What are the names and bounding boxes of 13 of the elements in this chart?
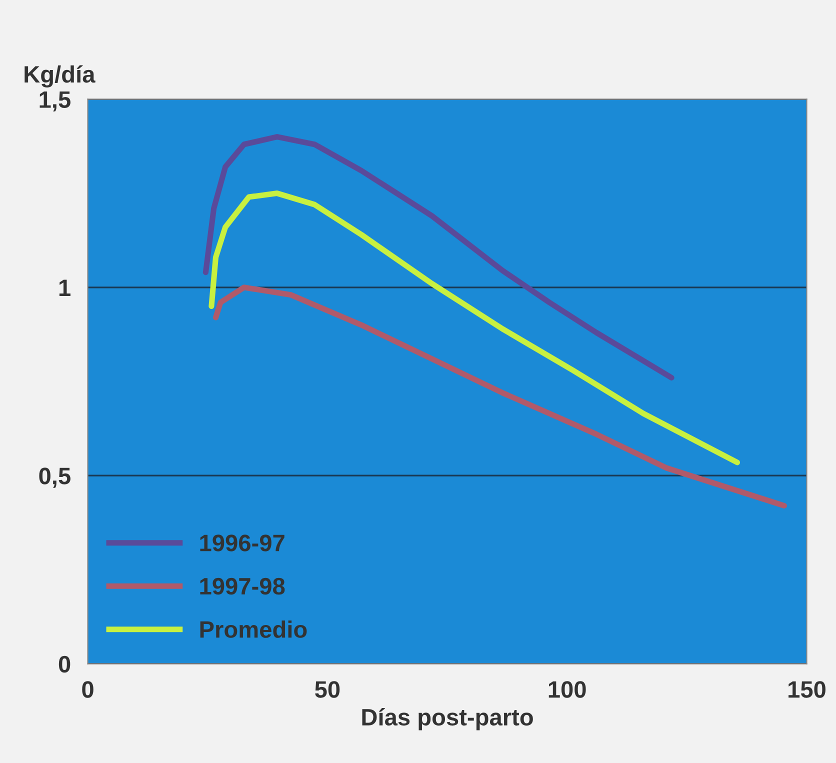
x-tick-label: 50 (315, 681, 340, 698)
legend-label: Promedio (200, 620, 307, 638)
x-tick-label: 0 (82, 681, 94, 698)
y-axis-title: Kg/día (24, 65, 96, 88)
legend-label: 1996-97 (200, 534, 284, 552)
y-tick-label: 1,5 (40, 92, 70, 112)
y-tick-label: 0 (58, 656, 70, 673)
x-tick-label: 150 (788, 681, 826, 698)
legend-label: 1997-98 (200, 578, 285, 595)
y-tick-label: 0,5 (39, 468, 70, 488)
x-axis-title: Días post-parto (362, 708, 533, 730)
y-tick-label: 1 (59, 280, 70, 296)
x-tick-label: 100 (548, 681, 586, 698)
